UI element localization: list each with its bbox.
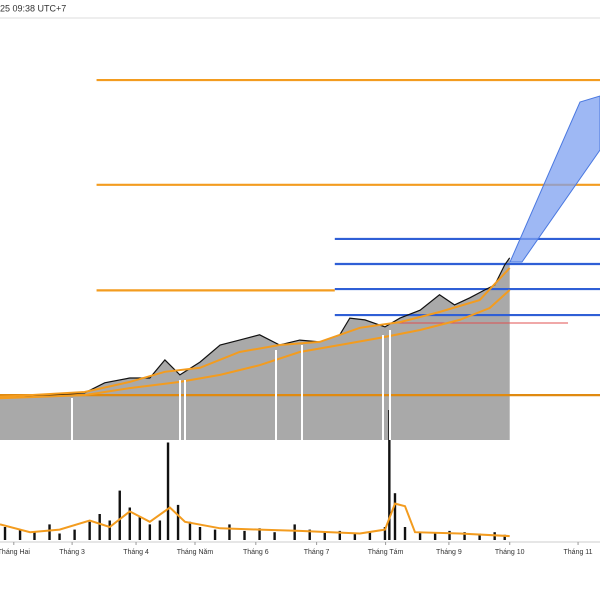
volume-bar (138, 516, 142, 540)
volume-bar (273, 532, 276, 540)
volume-bar (33, 532, 36, 540)
volume-bar (403, 527, 407, 540)
timestamp: 25 09:38 UTC+7 (0, 3, 66, 13)
volume-bar (188, 521, 192, 540)
separators (71, 330, 391, 440)
volume-bar (448, 530, 451, 540)
x-tick-label: Tháng Hai (0, 549, 30, 556)
volume-bar (148, 524, 152, 540)
volume-bar (18, 529, 22, 540)
x-tick-label: Tháng 4 (123, 549, 149, 556)
volume-bar (323, 532, 326, 540)
volume-bar (368, 532, 372, 540)
volume-bar (108, 520, 111, 540)
volume-bar (88, 521, 91, 540)
x-tick-label: Tháng 11 (564, 549, 593, 556)
volume-bar (3, 527, 7, 540)
volume-bar (463, 532, 466, 540)
volume-bar (383, 527, 387, 540)
volume-bar (418, 532, 422, 540)
volume-bar (503, 534, 506, 540)
volume-bar (433, 533, 437, 540)
x-tick-label: Tháng 10 (495, 549, 525, 556)
volume-bar (338, 530, 342, 540)
volume-bar (213, 529, 217, 540)
volume-bar (243, 530, 246, 540)
target-arrow (509, 95, 600, 263)
volume-bar (98, 514, 101, 540)
volume-bar (176, 504, 180, 540)
volume-bar (158, 520, 162, 540)
volume-bar (48, 524, 51, 540)
price-line (0, 289, 511, 400)
volume-bar (118, 490, 121, 540)
x-tick-label: Tháng 7 (304, 549, 330, 556)
volume-bar (198, 527, 202, 540)
volume-bar (353, 533, 357, 540)
price-line (0, 267, 511, 398)
volume-bar (308, 529, 311, 540)
x-tick-label: Tháng 3 (59, 549, 85, 556)
x-tick-label: Tháng Tám (368, 549, 404, 556)
volume-bar (478, 533, 481, 540)
volume-bar (166, 442, 170, 540)
volume-bar (128, 507, 131, 540)
volume-average (0, 502, 510, 538)
x-tick-label: Tháng 9 (436, 549, 462, 556)
volume-bar (393, 493, 397, 540)
volume-bar (73, 529, 76, 540)
x-tick-label: Tháng 6 (243, 549, 269, 556)
volume-bar (293, 524, 296, 540)
volume-bar (228, 524, 231, 540)
volume-bar (388, 410, 391, 540)
volume-bar (258, 528, 261, 540)
volume-bar (58, 533, 61, 540)
x-tick-label: Tháng Năm (177, 549, 214, 556)
